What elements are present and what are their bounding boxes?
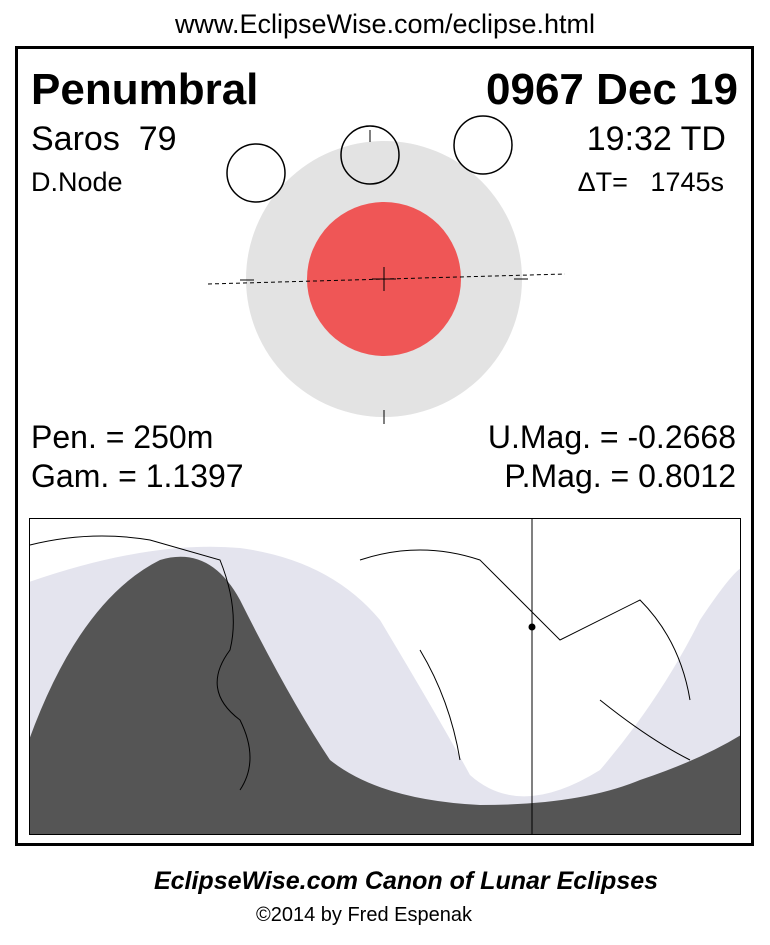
eclipse-date: 0967 Dec 19 <box>486 65 738 114</box>
shadow-diagram <box>207 115 566 424</box>
moon <box>226 143 286 203</box>
delta-t: ΔT= 1745s <box>578 167 724 197</box>
saros: Saros 79 <box>31 120 177 158</box>
eclipse-type: Penumbral <box>31 65 258 114</box>
footer-title: EclipseWise.com Canon of Lunar Eclipses <box>154 867 658 895</box>
no-visibility-zone <box>29 556 741 835</box>
visibility-map <box>29 518 741 835</box>
frame <box>15 46 754 846</box>
pen-duration: Pen. = 250m <box>31 419 213 455</box>
map-border <box>29 518 741 835</box>
gamma: Gam. = 1.1397 <box>31 458 244 494</box>
moon <box>453 115 513 175</box>
time: 19:32 TD <box>587 120 726 158</box>
coastlines <box>29 535 691 791</box>
moon <box>340 125 400 185</box>
copyright: ©2014 by Fred Espenak <box>256 904 473 926</box>
url: www.EclipseWise.com/eclipse.html <box>174 9 595 39</box>
umbral-magnitude: U.Mag. = -0.2668 <box>488 419 736 455</box>
node: D.Node <box>31 167 123 197</box>
sub-moon-point <box>528 623 536 631</box>
penumbral-magnitude: P.Mag. = 0.8012 <box>504 458 736 494</box>
